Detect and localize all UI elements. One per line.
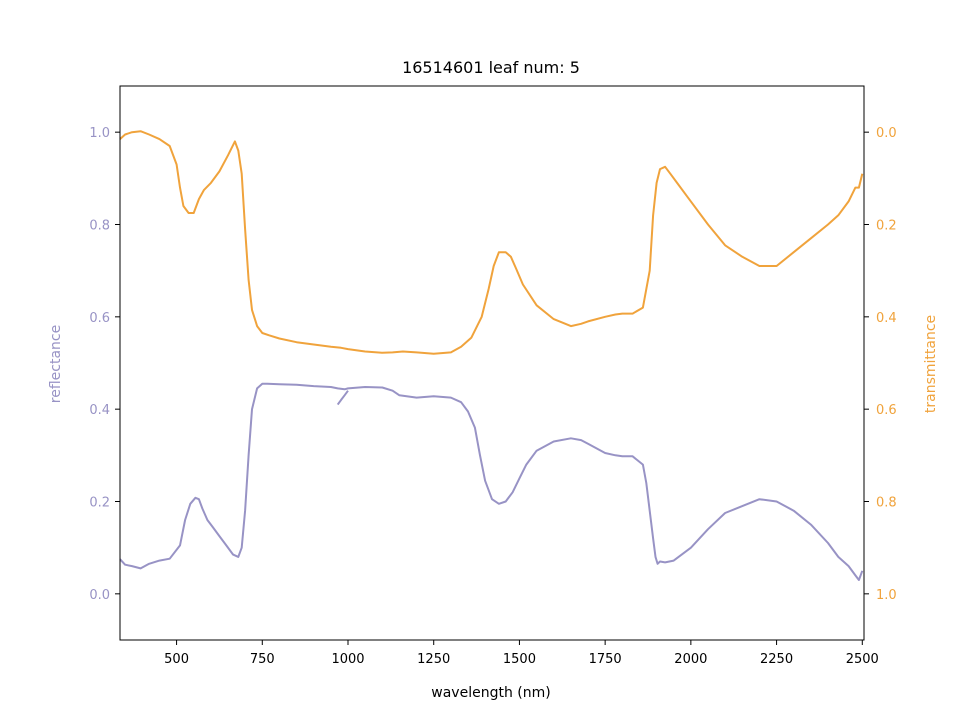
x-tick-label: 2250 [760, 652, 793, 667]
axes: 500 750 1000 1250 1500 1750 2000 2250 2500 0.0 0.2… [89, 85, 897, 667]
y-right-tick-label: 0.2 [876, 219, 897, 234]
chart-title: 16514601 leaf num: 5 [402, 58, 580, 77]
plot-frame [119, 85, 865, 641]
y-left-tick-label: 0.6 [89, 311, 110, 326]
x-tick-label: 500 [164, 652, 189, 667]
x-axis-label: wavelength (nm) [431, 685, 550, 701]
reflectance-overlap-segment [336, 390, 349, 406]
x-tick-label: 1000 [331, 652, 364, 667]
y-axis-left-label: reflectance [48, 325, 64, 403]
y-left-tick-label: 0.4 [89, 403, 110, 418]
x-tick-label: 750 [250, 652, 275, 667]
y-left-tick-label: 0.2 [89, 496, 110, 511]
y-right-tick-label: 0.0 [876, 126, 897, 141]
x-tick-label: 1500 [503, 652, 536, 667]
x-tick-label: 1750 [589, 652, 622, 667]
reflectance-line [119, 382, 864, 581]
plot-series [119, 130, 864, 581]
y-right-tick-label: 0.4 [876, 311, 897, 326]
x-tick-label: 2500 [846, 652, 879, 667]
y-left-tick-label: 0.8 [89, 219, 110, 234]
y-right-tick-label: 0.6 [876, 403, 897, 418]
y-left-tick-label: 0.0 [89, 588, 110, 603]
y-right-tick-label: 0.8 [876, 496, 897, 511]
y-axis-right-label: transmittance [923, 315, 939, 413]
transmittance-line [119, 130, 864, 355]
x-tick-label: 1250 [417, 652, 450, 667]
x-tick-label: 2000 [674, 652, 707, 667]
y-left-tick-label: 1.0 [89, 126, 110, 141]
y-right-tick-label: 1.0 [876, 588, 897, 603]
